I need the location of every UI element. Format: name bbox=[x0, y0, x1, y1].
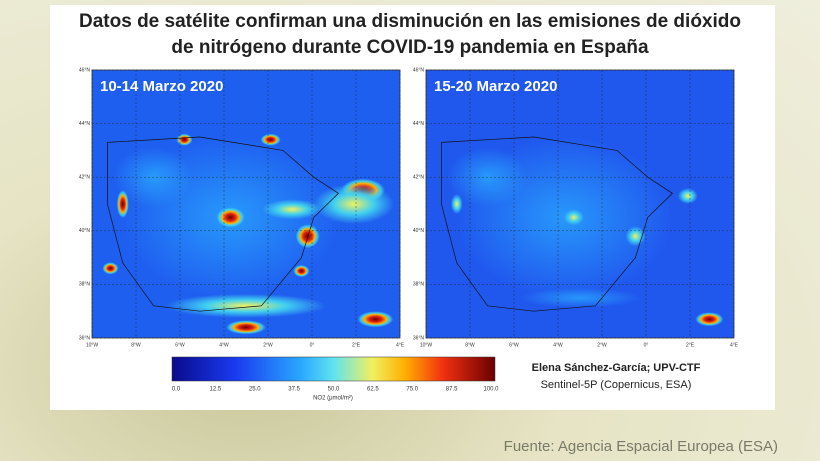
colorbar-tick: 12.5 bbox=[210, 387, 222, 393]
title-line: de nitrógeno durante COVID-19 pandemia e… bbox=[171, 37, 649, 58]
panel-label: 15-20 Marzo 2020 bbox=[434, 78, 557, 95]
emission-spot bbox=[450, 194, 463, 214]
emission-spot bbox=[226, 320, 266, 335]
colorbar-tick: 25.0 bbox=[249, 387, 261, 393]
lon-label: 2°E bbox=[686, 342, 695, 348]
title-line: Datos de satélite confirman una disminuc… bbox=[79, 11, 741, 32]
emission-spot bbox=[295, 224, 320, 249]
lon-label: 8°W bbox=[131, 342, 141, 348]
emission-spot bbox=[520, 287, 640, 308]
emission-spot bbox=[313, 184, 394, 224]
colorbar-tick: 75.0 bbox=[406, 387, 418, 393]
lat-label: 36°N bbox=[79, 335, 91, 341]
credit: Elena Sánchez-García; UPV-CTF bbox=[532, 362, 701, 374]
lat-label: 44°N bbox=[79, 121, 91, 127]
lat-label: 46°N bbox=[79, 67, 91, 73]
lat-label: 42°N bbox=[79, 175, 91, 181]
lat-label: 40°N bbox=[79, 228, 91, 234]
colorbar bbox=[171, 356, 496, 382]
panel-label: 10-14 Marzo 2020 bbox=[100, 78, 223, 95]
colorbar-tick: 100.0 bbox=[483, 387, 499, 393]
lon-label: 0° bbox=[644, 342, 649, 348]
lat-label: 38°N bbox=[79, 282, 91, 288]
colorbar-tick: 0.0 bbox=[172, 387, 181, 393]
emission-spot bbox=[216, 207, 245, 228]
emission-spot bbox=[357, 311, 394, 328]
emission-spot bbox=[625, 226, 646, 247]
coastline bbox=[107, 136, 339, 312]
emission-spot bbox=[677, 187, 698, 204]
lon-label: 6°W bbox=[509, 342, 519, 348]
emission-spot bbox=[260, 133, 281, 146]
colorbar-label: NO2 (μmol/m²) bbox=[313, 396, 353, 402]
emission-spot bbox=[262, 199, 323, 220]
lat-label: 42°N bbox=[413, 175, 425, 181]
lon-label: 10°W bbox=[420, 342, 433, 348]
lon-label: 2°W bbox=[263, 342, 273, 348]
lat-label: 38°N bbox=[413, 282, 425, 288]
emission-spot bbox=[102, 262, 119, 275]
lon-label: 2°E bbox=[352, 342, 361, 348]
colorbar-tick: 87.5 bbox=[446, 387, 458, 393]
lon-label: 8°W bbox=[465, 342, 475, 348]
emission-spot bbox=[695, 312, 724, 327]
colorbar-tick: 37.5 bbox=[288, 387, 300, 393]
source: Fuente: Agencia Espacial Europea (ESA) bbox=[504, 438, 778, 455]
lon-label: 4°E bbox=[396, 342, 405, 348]
lat-label: 44°N bbox=[413, 121, 425, 127]
lon-label: 4°W bbox=[553, 342, 563, 348]
emission-spot bbox=[563, 209, 584, 226]
lat-label: 46°N bbox=[413, 67, 425, 73]
credit: Sentinel-5P (Copernicus, ESA) bbox=[541, 379, 692, 391]
lon-label: 6°W bbox=[175, 342, 185, 348]
lat-label: 40°N bbox=[413, 228, 425, 234]
colorbar-tick: 50.0 bbox=[328, 387, 340, 393]
lat-label: 36°N bbox=[413, 335, 425, 341]
lon-label: 2°W bbox=[597, 342, 607, 348]
coastline bbox=[441, 136, 673, 312]
lon-label: 10°W bbox=[86, 342, 99, 348]
lon-label: 4°W bbox=[219, 342, 229, 348]
emission-spot bbox=[293, 265, 310, 277]
colorbar-tick: 62.5 bbox=[367, 387, 379, 393]
emission-spot bbox=[166, 293, 326, 318]
lon-label: 0° bbox=[310, 342, 315, 348]
emission-spot bbox=[176, 133, 193, 146]
lon-label: 4°E bbox=[730, 342, 739, 348]
